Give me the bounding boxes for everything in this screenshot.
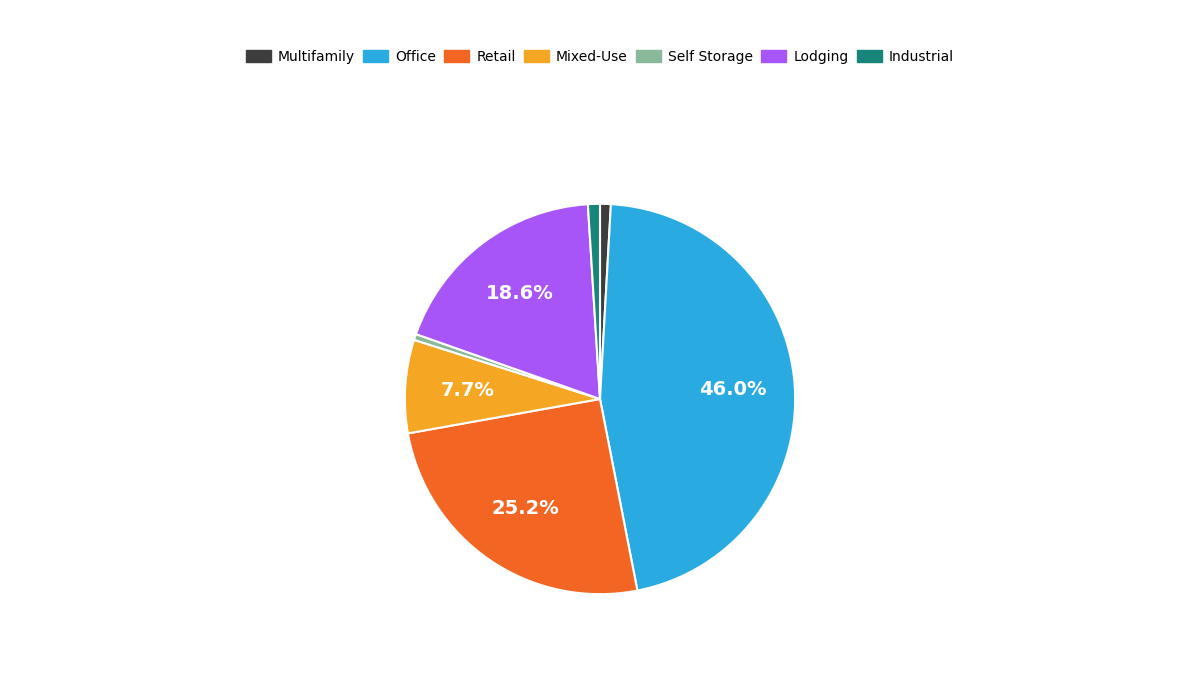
Text: 18.6%: 18.6% (486, 284, 554, 302)
Wedge shape (600, 204, 796, 591)
Wedge shape (408, 399, 637, 594)
Text: 46.0%: 46.0% (698, 380, 766, 400)
Wedge shape (600, 204, 611, 399)
Text: 25.2%: 25.2% (491, 499, 559, 518)
Legend: Multifamily, Office, Retail, Mixed-Use, Self Storage, Lodging, Industrial: Multifamily, Office, Retail, Mixed-Use, … (240, 44, 960, 69)
Wedge shape (588, 204, 600, 399)
Text: 7.7%: 7.7% (440, 381, 494, 400)
Wedge shape (414, 334, 600, 399)
Wedge shape (404, 340, 600, 433)
Wedge shape (416, 204, 600, 399)
